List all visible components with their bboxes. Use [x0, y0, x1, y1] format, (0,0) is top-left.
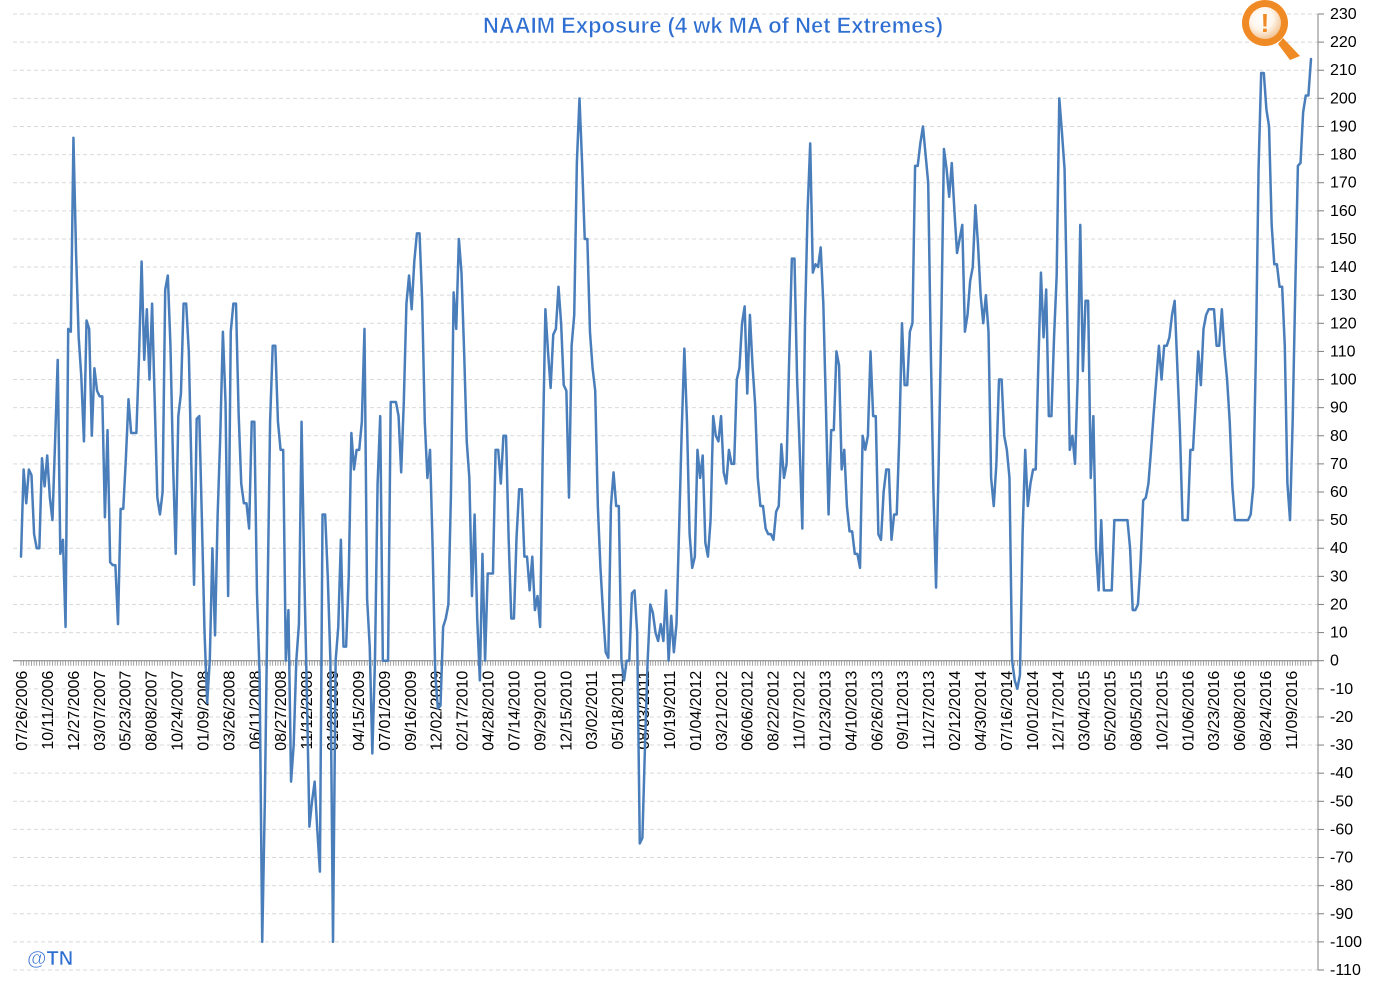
y-tick-label: 210	[1330, 62, 1357, 79]
gridlines	[13, 13, 1318, 971]
x-tick-label: 10/21/2015	[1154, 671, 1171, 751]
x-tick-label: 06/06/2012	[740, 671, 757, 751]
x-tick-labels: 07/26/2006 10/11/2006 12/27/2006 03/07/2007…	[14, 671, 1301, 751]
x-tick-label: 09/16/2009	[403, 671, 420, 751]
y-tick-label: 170	[1330, 175, 1357, 192]
series-points	[20, 58, 1312, 943]
y-tick-label: 180	[1330, 147, 1357, 164]
y-tick-label: 110	[1330, 343, 1356, 360]
badge-symbol: !	[1261, 8, 1270, 38]
y-tick-label: 200	[1330, 90, 1357, 107]
x-tick-label: 01/28/2009	[325, 671, 342, 751]
y-tick-label: 70	[1330, 456, 1348, 473]
y-tick-label: 230	[1330, 6, 1357, 23]
y-tick-label: 30	[1330, 568, 1348, 585]
x-tick-marks	[20, 660, 1312, 666]
y-tick-label: 100	[1330, 372, 1357, 389]
y-tick-label: 80	[1330, 428, 1348, 445]
x-tick-label: 03/07/2007	[92, 671, 109, 751]
x-tick-label: 01/06/2016	[1180, 671, 1197, 751]
x-tick-label: 10/01/2014	[1025, 671, 1042, 751]
x-tick-label: 04/10/2013	[843, 671, 860, 751]
y-tick-label: -50	[1330, 793, 1353, 810]
x-tick-label: 03/26/2008	[221, 671, 238, 751]
x-tick-label: 02/12/2014	[947, 671, 964, 751]
x-tick-label: 09/11/2013	[895, 671, 912, 750]
y-tick-label: 150	[1330, 231, 1357, 248]
x-tick-label: 08/03/2011	[636, 671, 653, 750]
y-tick-label: -30	[1330, 737, 1353, 754]
x-tick-label: 11/07/2012	[792, 671, 809, 750]
y-tick-label: 220	[1330, 34, 1357, 51]
y-tick-label: -80	[1330, 878, 1353, 895]
x-tick-label: 04/30/2014	[973, 671, 990, 751]
x-tick-label: 12/02/2009	[429, 671, 446, 751]
exclamation-circle-icon: !	[1242, 0, 1300, 60]
x-tick-label: 01/09/2008	[195, 671, 212, 751]
x-tick-label: 05/18/2011	[610, 671, 627, 750]
x-tick-label: 12/15/2010	[558, 671, 575, 751]
x-tick-label: 10/24/2007	[170, 671, 187, 751]
y-tick-label: -40	[1330, 765, 1353, 782]
x-tick-label: 08/24/2016	[1258, 671, 1275, 751]
x-tick-label: 03/21/2012	[714, 671, 731, 751]
chart-title: NAAIM Exposure (4 wk MA of Net Extremes)	[483, 13, 943, 38]
x-tick-label: 11/09/2016	[1284, 671, 1301, 750]
y-tick-label: 130	[1330, 287, 1357, 304]
series-line	[19, 57, 1313, 944]
y-tick-label: 160	[1330, 203, 1357, 220]
x-tick-label: 10/19/2011	[662, 671, 679, 750]
y-tick-label: -100	[1330, 934, 1362, 951]
x-tick-label: 07/14/2010	[506, 671, 523, 751]
x-tick-label: 01/23/2013	[817, 671, 834, 751]
y-tick-label: 60	[1330, 484, 1348, 501]
x-tick-label: 04/28/2010	[481, 671, 498, 751]
x-tick-label: 08/08/2007	[144, 671, 161, 751]
y-tick-label: 10	[1330, 625, 1348, 642]
x-tick-label: 03/02/2011	[584, 671, 601, 750]
y-tick-label: 90	[1330, 400, 1348, 417]
y-tick-label: 120	[1330, 315, 1357, 332]
y-tick-label: 20	[1330, 596, 1348, 613]
y-tick-label: -60	[1330, 821, 1353, 838]
x-tick-label: 06/26/2013	[869, 671, 886, 751]
series-layer	[19, 57, 1313, 944]
x-tick-label: 08/05/2015	[1128, 671, 1145, 751]
x-tick-label: 06/11/2008	[247, 671, 264, 750]
x-tick-label: 06/08/2016	[1232, 671, 1249, 751]
y-tick-label: -110	[1330, 962, 1361, 979]
y-tick-labels: 2302202102001901801701601501401301201101…	[1318, 6, 1362, 979]
x-tick-label: 09/29/2010	[532, 671, 549, 751]
x-tick-label: 05/23/2007	[118, 671, 135, 751]
x-tick-label: 02/17/2010	[455, 671, 472, 751]
x-tick-label: 07/16/2014	[999, 671, 1016, 751]
y-tick-label: 40	[1330, 540, 1348, 557]
y-tick-label: 140	[1330, 259, 1357, 276]
y-tick-label: -70	[1330, 850, 1353, 867]
x-tick-label: 10/11/2006	[40, 671, 57, 750]
x-tick-label: 07/01/2009	[377, 671, 394, 751]
x-tick-label: 12/17/2014	[1051, 671, 1068, 751]
x-tick-label: 03/23/2016	[1206, 671, 1223, 751]
x-tick-label: 08/22/2012	[766, 671, 783, 751]
x-tick-label: 12/27/2006	[66, 671, 83, 751]
x-tick-label: 11/27/2013	[921, 671, 938, 750]
y-tick-label: -10	[1330, 681, 1353, 698]
x-tick-label: 04/15/2009	[351, 671, 368, 751]
y-tick-label: 0	[1330, 653, 1339, 670]
x-tick-label: 03/04/2015	[1077, 671, 1094, 751]
x-tick-label: 01/04/2012	[688, 671, 705, 751]
watermark: @TN	[27, 948, 73, 970]
y-tick-label: -20	[1330, 709, 1353, 726]
y-tick-label: 50	[1330, 512, 1348, 529]
alert-badge[interactable]: !	[1242, 0, 1300, 60]
x-tick-label: 08/27/2008	[273, 671, 290, 751]
x-tick-label: 05/20/2015	[1103, 671, 1120, 751]
y-tick-label: -90	[1330, 906, 1353, 923]
y-tick-label: 190	[1330, 118, 1357, 135]
x-tick-label: 07/26/2006	[14, 671, 31, 751]
